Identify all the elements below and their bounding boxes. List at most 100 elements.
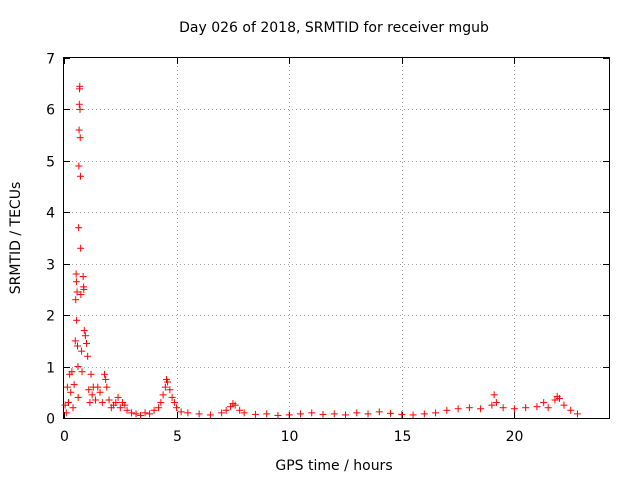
data-points: [61, 82, 581, 419]
data-point: [236, 406, 244, 414]
data-point: [80, 327, 88, 335]
data-point: [218, 409, 226, 417]
data-point: [75, 224, 83, 232]
data-point: [490, 391, 498, 399]
data-point: [96, 388, 104, 396]
data-point: [231, 401, 239, 409]
data-point: [166, 386, 174, 394]
data-point: [375, 408, 383, 416]
data-point: [74, 393, 82, 401]
data-point: [79, 273, 87, 281]
x-tick-label: 20: [506, 429, 524, 445]
data-point: [87, 370, 95, 378]
tick-labels: 0 5 10 15 20 0 1 2 3 4 5 6 7: [46, 52, 523, 446]
data-point: [76, 82, 84, 90]
data-point: [94, 383, 102, 391]
data-point: [454, 405, 462, 413]
data-point: [78, 368, 86, 376]
data-point: [62, 409, 70, 417]
y-tick-label: 2: [46, 309, 55, 325]
data-point: [168, 393, 176, 401]
data-point: [195, 410, 203, 418]
data-point: [533, 403, 541, 411]
data-point: [173, 404, 181, 412]
data-point: [114, 393, 122, 401]
data-point: [353, 409, 361, 417]
x-tick-label: 0: [60, 429, 69, 445]
data-point: [72, 278, 80, 286]
data-point: [71, 337, 79, 345]
data-point: [432, 409, 440, 417]
data-point: [68, 368, 76, 376]
y-axis-label: SRMTID / TECUs: [8, 182, 24, 295]
data-point: [83, 339, 91, 347]
data-point: [85, 386, 93, 394]
data-point: [132, 410, 140, 418]
data-point: [86, 399, 94, 407]
data-point: [78, 347, 86, 355]
data-point: [319, 410, 327, 418]
data-point: [522, 404, 530, 412]
data-point: [222, 406, 230, 414]
data-point: [121, 401, 129, 409]
data-point: [560, 401, 568, 409]
grid-lines: [64, 58, 609, 418]
data-point: [77, 291, 85, 299]
x-tick-label: 15: [394, 429, 412, 445]
y-tick-label: 7: [46, 52, 55, 68]
data-point: [364, 410, 372, 418]
data-point: [157, 399, 165, 407]
data-point: [84, 352, 92, 360]
data-point: [551, 396, 559, 404]
data-point: [112, 399, 120, 407]
data-point: [285, 411, 293, 419]
data-point: [555, 394, 563, 402]
data-point: [251, 410, 259, 418]
data-point: [170, 399, 178, 407]
y-tick-label: 4: [46, 206, 55, 222]
data-point: [330, 410, 338, 418]
data-point: [510, 405, 518, 413]
data-point: [177, 408, 185, 416]
data-point: [184, 409, 192, 417]
data-point: [76, 134, 84, 142]
data-point: [492, 399, 500, 407]
data-point: [409, 411, 417, 419]
data-point: [398, 410, 406, 418]
data-point: [75, 126, 83, 134]
data-point: [72, 296, 80, 304]
data-point: [573, 410, 581, 418]
data-point: [92, 396, 100, 404]
data-point: [567, 406, 575, 414]
y-tick-label: 3: [46, 258, 55, 274]
data-point: [103, 383, 111, 391]
data-point: [73, 316, 81, 324]
data-point: [499, 404, 507, 412]
data-point: [105, 396, 113, 404]
data-point: [137, 411, 145, 419]
y-tick-label: 1: [46, 361, 55, 377]
data-point: [81, 332, 89, 340]
data-point: [74, 342, 82, 350]
data-point: [116, 404, 124, 412]
data-point: [75, 100, 83, 108]
data-point: [80, 285, 88, 293]
data-point: [72, 270, 80, 278]
y-tick-label: 6: [46, 103, 55, 119]
data-point: [98, 399, 106, 407]
data-point: [74, 363, 82, 371]
x-axis-label: GPS time / hours: [275, 458, 392, 474]
data-point: [274, 411, 282, 419]
plot-frame: [63, 57, 610, 419]
data-point: [443, 406, 451, 414]
data-point: [263, 410, 271, 418]
data-point: [128, 409, 136, 417]
data-point: [387, 409, 395, 417]
data-point: [141, 409, 149, 417]
data-point: [76, 172, 84, 180]
data-point: [488, 401, 496, 409]
data-point: [75, 162, 83, 170]
data-point: [342, 411, 350, 419]
data-point: [540, 399, 548, 407]
data-point: [65, 399, 73, 407]
